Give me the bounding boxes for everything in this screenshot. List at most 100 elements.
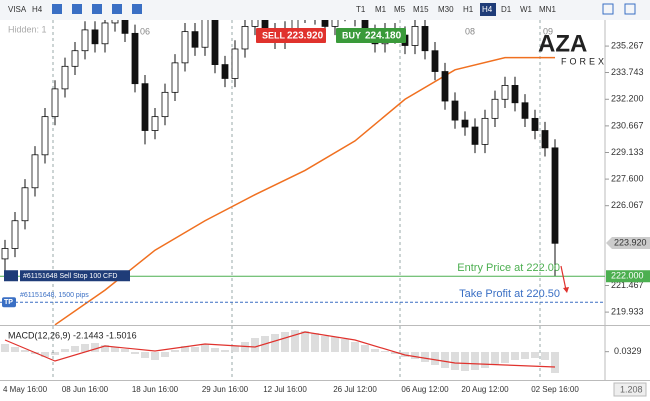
tool-icon[interactable] xyxy=(92,4,102,14)
tool-icon[interactable] xyxy=(112,4,122,14)
sell-price[interactable]: 223.920 xyxy=(287,31,324,42)
x-tick-label: 02 Sep 16:00 xyxy=(531,385,579,394)
candle-body xyxy=(171,62,179,93)
timeframe-button[interactable]: M5 xyxy=(394,5,406,14)
candle-body xyxy=(411,26,419,46)
zoom-value[interactable]: 1.208 xyxy=(620,384,643,394)
price-tag: 222.000 xyxy=(611,271,644,281)
symbol[interactable]: VISA xyxy=(8,5,27,14)
sell-button[interactable]: SELL 223.920 xyxy=(256,28,326,43)
tool-icon[interactable] xyxy=(52,4,62,14)
y-tick-label: 230.667 xyxy=(611,120,644,130)
y-tick-label: 233.743 xyxy=(611,67,644,77)
candle-body xyxy=(501,85,509,100)
candle-body xyxy=(551,147,559,244)
buy-label[interactable]: BUY xyxy=(342,30,361,40)
candle-body xyxy=(211,20,219,65)
candle-body xyxy=(101,22,109,45)
buy-bg[interactable] xyxy=(336,28,406,43)
candle-body xyxy=(11,220,19,249)
timeframe-button[interactable]: W1 xyxy=(520,5,533,14)
order-text: Take Profit at 220.50 xyxy=(459,288,560,300)
overlay: AZA FOREX SELL 223.920 BUY 224.180 VISA … xyxy=(2,3,650,397)
candle-body xyxy=(91,29,99,45)
candle-body xyxy=(531,117,539,131)
tool-icon[interactable] xyxy=(624,3,636,15)
candle-body xyxy=(331,20,339,27)
period-label: 08 xyxy=(465,26,475,36)
logo-sub: FOREX xyxy=(561,56,607,66)
zoom-box[interactable] xyxy=(613,382,647,397)
signal-line xyxy=(4,331,556,368)
candle-body xyxy=(121,20,129,34)
sell-label[interactable]: SELL xyxy=(262,30,286,40)
hidden-count: Hidden: 1 xyxy=(8,24,47,34)
y-tick-label: 232.200 xyxy=(611,94,644,104)
candle-body xyxy=(161,91,169,118)
candle-body xyxy=(201,20,209,48)
candle-body xyxy=(471,126,479,145)
candle-body xyxy=(71,50,79,67)
timeframe-button[interactable]: T1 xyxy=(356,5,366,14)
macd-pane xyxy=(1,330,559,373)
candle-body xyxy=(441,71,449,102)
moving-average xyxy=(54,56,555,325)
timeframe-button[interactable]: MN1 xyxy=(539,5,556,14)
candle-body xyxy=(421,26,429,52)
y-tick-label: 235.267 xyxy=(611,40,644,50)
timeframe-active[interactable] xyxy=(480,3,496,16)
candle-body xyxy=(491,98,499,119)
candle-body xyxy=(431,50,439,72)
order-label[interactable]: #61151648 Sell Stop 100 CFD xyxy=(23,273,117,280)
timeframe[interactable]: H4 xyxy=(32,5,43,14)
current-price: 223.920 xyxy=(614,237,647,247)
sell-bg[interactable] xyxy=(256,28,326,43)
x-tick-label: 08 Jun 16:00 xyxy=(62,385,109,394)
x-tick-label: 26 Jul 12:00 xyxy=(333,385,377,394)
main-pane xyxy=(0,20,605,325)
timeframe-button[interactable]: M1 xyxy=(375,5,387,14)
candle-body xyxy=(21,187,29,222)
price-tag-bg xyxy=(606,270,650,283)
candle-body xyxy=(461,119,469,128)
order-text: Entry Price at 222.00 xyxy=(457,262,560,274)
order-tag[interactable]: TP xyxy=(4,299,13,306)
y-tick-label: 0.0329 xyxy=(614,346,642,356)
y-tick-label: 226.067 xyxy=(611,200,644,210)
candle-body xyxy=(81,29,89,52)
arrow-head xyxy=(563,287,569,293)
timeframe-button[interactable]: H4 xyxy=(482,5,493,14)
current-price-bg xyxy=(606,236,650,249)
y-tick-label: 219.933 xyxy=(611,306,644,316)
period-label: 06 xyxy=(140,26,150,36)
buy-price[interactable]: 224.180 xyxy=(365,31,402,42)
macd-title: MACD(12,26,9) -2.1443 -1.5016 xyxy=(8,330,137,340)
timeframe-button[interactable]: H1 xyxy=(463,5,474,14)
order-icon[interactable] xyxy=(4,270,18,282)
buy-button[interactable]: BUY 224.180 xyxy=(336,28,406,43)
order-tag-bg[interactable] xyxy=(2,297,16,308)
candle-body xyxy=(151,116,159,131)
tool-icon[interactable] xyxy=(602,3,614,15)
candle-body xyxy=(241,26,249,50)
x-tick-label: 12 Jul 16:00 xyxy=(263,385,307,394)
x-tick-label: 18 Jun 16:00 xyxy=(132,385,179,394)
y-tick-label: 221.467 xyxy=(611,280,644,290)
tool-icon[interactable] xyxy=(72,4,82,14)
candle-body xyxy=(131,32,139,85)
timeframe-button[interactable]: M15 xyxy=(413,5,429,14)
tool-icon[interactable] xyxy=(132,4,142,14)
timeframe-button[interactable]: D1 xyxy=(501,5,512,14)
candle-body xyxy=(141,83,149,131)
candle-body xyxy=(191,31,199,48)
period-label: 09 xyxy=(543,26,553,36)
candle-body xyxy=(251,20,259,27)
candle-body xyxy=(481,117,489,145)
candle-body xyxy=(41,116,49,156)
order-label[interactable]: #61151648, 1500 pips xyxy=(20,292,89,299)
timeframe-button[interactable]: M30 xyxy=(438,5,454,14)
order-label-bg[interactable] xyxy=(20,270,130,282)
arrow xyxy=(560,265,567,291)
candle-body xyxy=(31,154,39,189)
